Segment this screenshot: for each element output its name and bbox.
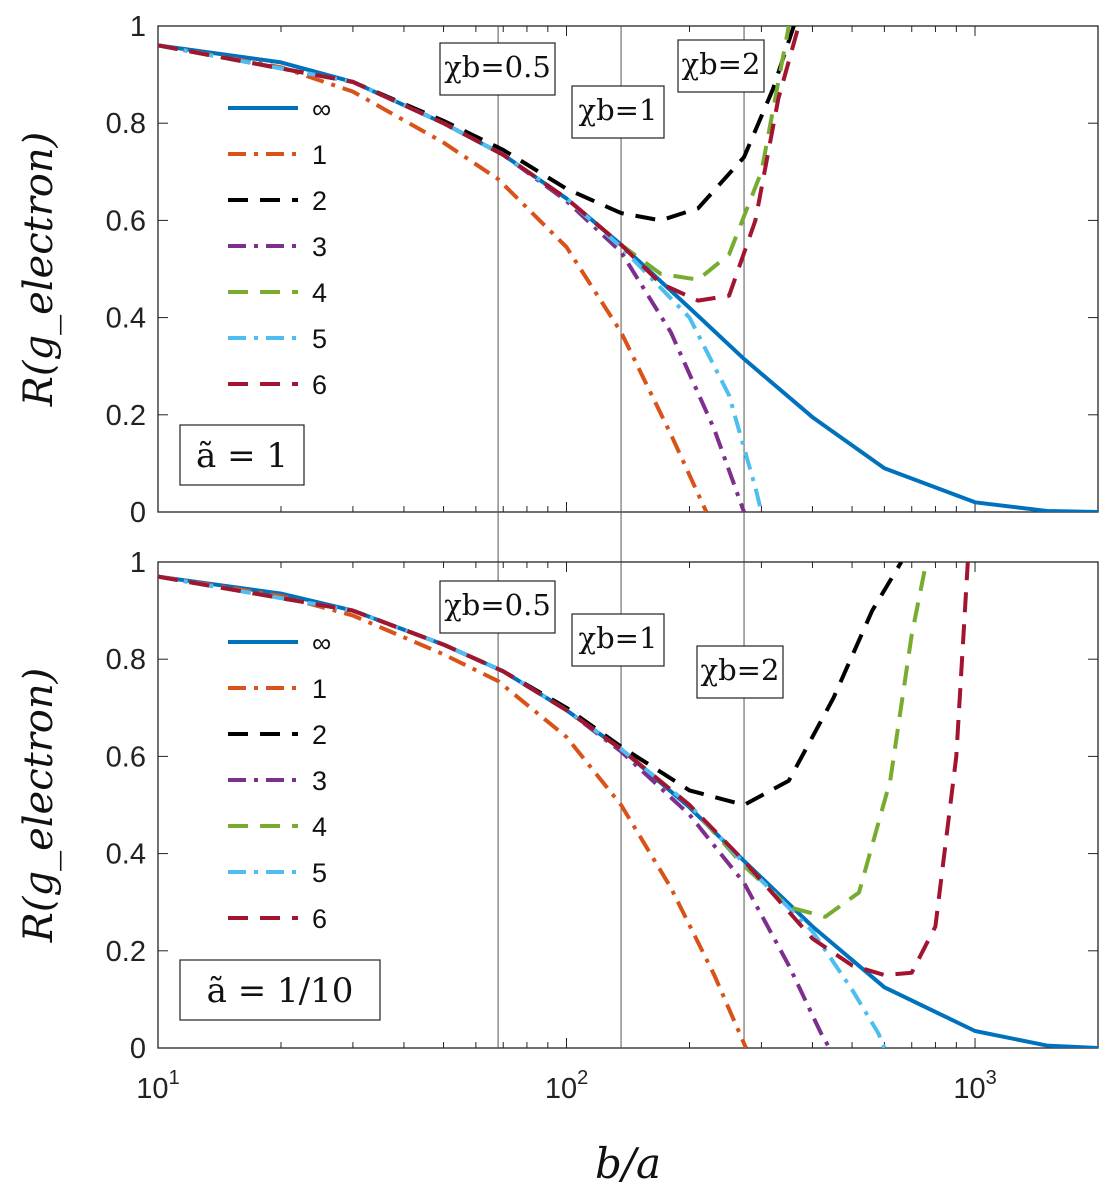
chi-label-box — [571, 85, 665, 139]
top-panel: 0 0.2 0.4 0.6 0.8 1 R(g_electron) χb=0.5 χb=1 χb=… — [16, 11, 1099, 562]
series-line-6 — [158, 43, 764, 512]
y-tick-label: 0 — [130, 497, 146, 529]
legend-label: 4 — [312, 812, 327, 842]
chi-label: χb=0.5 — [444, 50, 551, 84]
y-axis-label: R(g_electron) — [16, 132, 62, 408]
legend-label: 2 — [312, 186, 327, 216]
y-tick-label: 0.8 — [106, 108, 146, 140]
y-tick-label: 0.8 — [106, 644, 146, 676]
x-tick-label: 102 — [545, 1067, 588, 1105]
legend-label: 3 — [312, 232, 327, 262]
legend-label: 2 — [312, 720, 327, 750]
panel-label: ã = 1/10 — [207, 971, 354, 1011]
panel-label-box — [179, 424, 305, 486]
x-axis-label: b/a — [595, 1139, 661, 1188]
series-line-7 — [158, 26, 801, 303]
y-axis-label: R(g_electron) — [16, 668, 62, 944]
panel-label: ã = 1 — [196, 436, 288, 476]
y-tick-label: 1 — [130, 547, 146, 579]
chi-label-box — [677, 39, 765, 93]
chi-label: χb=1 — [579, 621, 658, 655]
chi-label-box — [571, 613, 665, 667]
y-tick-label: 1 — [130, 11, 146, 43]
x-axis: 101 102 103 b/a — [136, 1067, 996, 1188]
chi-label-box — [439, 42, 556, 96]
chi-label-box — [696, 645, 784, 699]
legend-label: ∞ — [312, 628, 331, 658]
x-tick-label: 103 — [953, 1067, 996, 1105]
series-line-7 — [158, 562, 970, 978]
y-tick-label: 0 — [130, 1033, 146, 1065]
chi-label: χb=2 — [682, 47, 761, 81]
legend-label: 6 — [312, 370, 327, 400]
legend-label: ∞ — [312, 94, 331, 124]
legend-label: 6 — [312, 904, 327, 934]
x-tick-label: 101 — [136, 1067, 179, 1105]
panel-label-box — [179, 959, 381, 1021]
y-tick-label: 0.4 — [106, 839, 146, 871]
y-tick-label: 0.2 — [106, 936, 146, 968]
legend-label: 4 — [312, 278, 327, 308]
y-tick-label: 0.2 — [106, 400, 146, 432]
bottom-panel: 0 0.2 0.4 0.6 0.8 1 R(g_electron) χb=0.5 χb=1 χb=… — [16, 547, 1099, 1065]
y-tick-label: 0.6 — [106, 741, 146, 773]
legend-label: 1 — [312, 140, 327, 170]
legend-label: 5 — [312, 324, 327, 354]
legend-label: 5 — [312, 858, 327, 888]
chi-label: χb=2 — [701, 653, 780, 687]
series-line-2 — [158, 43, 709, 512]
legend-label: 1 — [312, 674, 327, 704]
chi-label-box — [439, 580, 556, 634]
legend-label: 3 — [312, 766, 327, 796]
plot-frame — [157, 25, 1099, 513]
y-tick-label: 0.6 — [106, 205, 146, 237]
chi-label: χb=1 — [579, 93, 658, 127]
chi-label: χb=0.5 — [444, 588, 551, 622]
y-tick-label: 0.4 — [106, 303, 146, 335]
plot-frame — [157, 561, 1099, 1049]
